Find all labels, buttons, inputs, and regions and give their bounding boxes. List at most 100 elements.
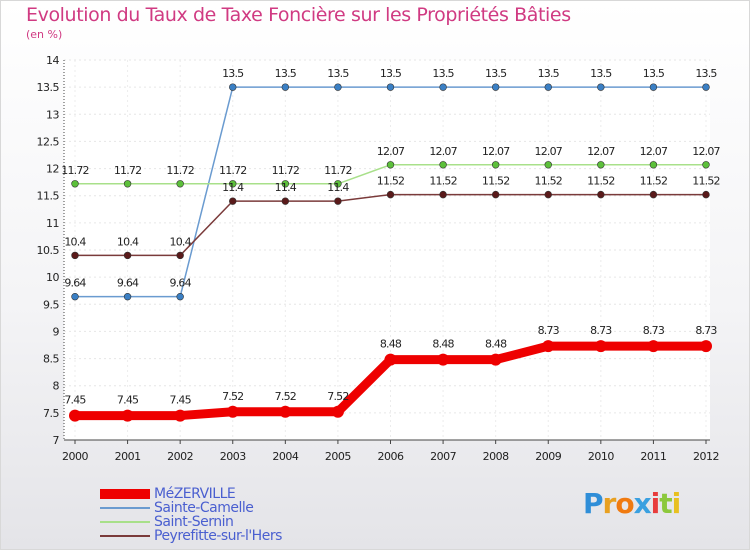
data-label: 8.73 xyxy=(695,324,717,337)
data-point xyxy=(386,190,395,199)
legend-swatch xyxy=(100,535,150,537)
data-label: 12.07 xyxy=(692,145,720,158)
data-point xyxy=(229,197,237,205)
data-label: 8.48 xyxy=(380,338,402,351)
data-label: 11.52 xyxy=(429,175,457,188)
data-point xyxy=(69,409,81,422)
y-tick-label: 10.5 xyxy=(37,244,60,257)
data-label: 10.4 xyxy=(117,235,139,248)
data-point xyxy=(649,161,658,169)
data-point xyxy=(174,409,187,422)
data-label: 13.5 xyxy=(485,67,507,80)
data-label: 13.5 xyxy=(380,67,402,80)
data-label: 13.5 xyxy=(432,67,454,80)
data-label: 8.48 xyxy=(432,338,454,351)
data-label: 12.07 xyxy=(429,145,457,158)
data-point xyxy=(226,405,239,418)
data-label: 11.72 xyxy=(272,164,300,177)
x-tick-label: 2010 xyxy=(588,450,614,463)
plot-area xyxy=(64,60,710,440)
data-point xyxy=(544,83,552,91)
data-label: 11.72 xyxy=(219,164,247,177)
x-tick-label: 2001 xyxy=(115,450,141,463)
legend-label: Peyrefitte-sur-l'Hers xyxy=(154,528,282,544)
logo-letter: r xyxy=(602,487,617,520)
data-label: 10.4 xyxy=(64,235,86,248)
data-label: 7.45 xyxy=(117,394,139,407)
chart-title: Evolution du Taux de Taxe Foncière sur l… xyxy=(26,4,571,26)
data-point xyxy=(123,292,132,301)
data-label: 7.52 xyxy=(275,390,296,403)
y-tick-label: 14 xyxy=(46,54,59,67)
x-tick-label: 2008 xyxy=(483,450,509,463)
data-point xyxy=(597,161,605,169)
legend-swatch xyxy=(100,489,150,499)
data-label: 11.4 xyxy=(327,181,349,194)
data-label: 13.5 xyxy=(275,67,297,80)
y-tick-label: 12 xyxy=(46,163,59,176)
data-point xyxy=(544,190,552,199)
data-point xyxy=(123,251,132,260)
data-point xyxy=(491,161,500,169)
x-tick-label: 2002 xyxy=(167,450,193,463)
data-point xyxy=(331,405,344,418)
proxiti-logo: Proxiti xyxy=(583,487,682,520)
data-label: 11.72 xyxy=(324,164,352,177)
data-label: 9.64 xyxy=(117,277,139,290)
data-label: 13.5 xyxy=(222,67,244,80)
chart-subtitle: (en %) xyxy=(26,28,63,41)
data-point xyxy=(491,190,500,199)
x-tick-label: 2005 xyxy=(325,450,351,463)
data-point xyxy=(279,405,292,418)
data-label: 12.07 xyxy=(377,145,405,158)
y-tick-label: 9.5 xyxy=(43,298,59,311)
data-label: 8.73 xyxy=(643,324,665,337)
data-label: 11.52 xyxy=(377,175,405,188)
data-point xyxy=(386,161,395,169)
data-label: 13.5 xyxy=(695,67,717,80)
data-point xyxy=(649,83,658,91)
data-point xyxy=(176,180,184,188)
data-point xyxy=(334,180,342,188)
data-label: 12.07 xyxy=(535,145,563,158)
data-point xyxy=(489,353,502,366)
legend-swatch xyxy=(100,507,150,509)
data-point xyxy=(71,251,79,260)
data-label: 13.5 xyxy=(538,67,560,80)
data-point xyxy=(176,251,184,260)
logo-letter: t xyxy=(659,487,672,520)
data-point xyxy=(544,161,552,169)
data-label: 13.5 xyxy=(643,67,665,80)
logo-letter: o xyxy=(615,487,634,520)
data-point xyxy=(702,83,710,91)
y-tick-label: 11 xyxy=(46,217,59,230)
data-point xyxy=(121,409,134,422)
data-point xyxy=(542,340,555,353)
data-point xyxy=(702,190,710,199)
data-label: 7.45 xyxy=(170,394,192,407)
logo-letter: i xyxy=(671,487,682,520)
legend-label: Saint-Sernin xyxy=(154,514,234,530)
data-point xyxy=(176,292,184,301)
y-tick-label: 7.5 xyxy=(43,407,59,420)
data-point xyxy=(491,83,500,91)
x-tick-label: 2011 xyxy=(640,450,666,463)
data-label: 11.52 xyxy=(535,175,563,188)
logo-letter: i xyxy=(650,487,661,520)
data-point xyxy=(439,161,447,169)
data-point xyxy=(597,190,605,199)
data-point xyxy=(702,161,710,169)
y-tick-label: 11.5 xyxy=(37,190,60,203)
legend-label: Sainte-Camelle xyxy=(154,500,254,516)
data-label: 9.64 xyxy=(64,277,86,290)
y-tick-label: 12.5 xyxy=(37,135,60,148)
data-label: 7.52 xyxy=(327,390,348,403)
data-point xyxy=(334,197,342,205)
legend-swatch xyxy=(100,521,150,523)
data-label: 7.52 xyxy=(222,390,243,403)
x-tick-label: 2000 xyxy=(62,450,88,463)
data-label: 13.5 xyxy=(327,67,349,80)
y-tick-label: 13.5 xyxy=(37,81,60,94)
data-point xyxy=(649,190,658,199)
